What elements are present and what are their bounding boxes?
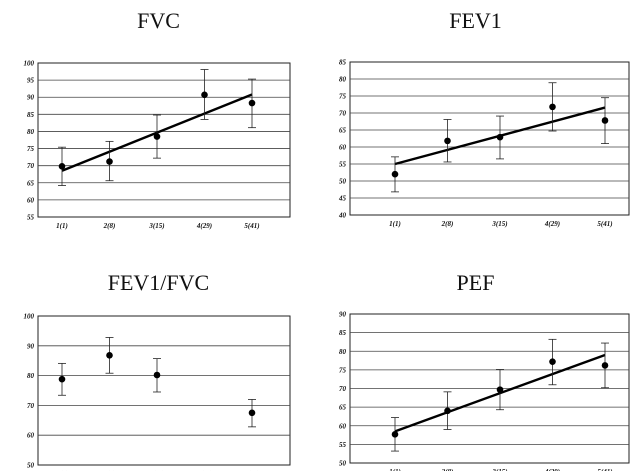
y-tick-label: 75 — [339, 93, 347, 101]
x-tick-label: 3(15) — [491, 468, 507, 471]
chart-fev1-fvc: 50607080901001(1)2(8)3(15)4(29)5(41) — [24, 313, 291, 471]
chart-panel-fev1-fvc: FEV1/FVC 50607080901001(1)2(8)3(15)4(29)… — [0, 236, 317, 471]
x-tick-label: 1(1) — [389, 220, 401, 228]
y-tick-label: 90 — [339, 311, 347, 319]
y-tick-label: 60 — [27, 432, 35, 440]
y-tick-label: 60 — [339, 144, 347, 152]
x-tick-label: 3(15) — [148, 222, 164, 230]
y-tick-label: 100 — [24, 313, 35, 321]
y-tick-label: 70 — [27, 162, 35, 170]
y-tick-label: 70 — [339, 385, 347, 393]
chart-fev1: 40 45 50 55 60 65 70 75 80 85 1(1) 2(8) 3(15) 4(29) 5(… — [338, 59, 630, 228]
data-point — [549, 358, 556, 365]
data-point — [201, 91, 208, 99]
x-tick-label: 4(29) — [196, 222, 212, 230]
y-tick-label: 95 — [27, 77, 35, 85]
y-tick-label: 75 — [339, 366, 347, 374]
y-tick-label: 60 — [27, 196, 35, 204]
chart-panel-pef: PEF 50 55 60 65 70 75 80 85 90 1(1) 2(8) 3(15) 4(29)… — [317, 236, 634, 471]
y-tick-label: 50 — [339, 178, 347, 186]
y-tick-label: 80 — [27, 128, 35, 136]
chart-title: FEV1/FVC — [107, 270, 210, 295]
data-point — [58, 375, 66, 383]
y-tick-label: 70 — [339, 110, 347, 118]
data-point — [248, 409, 256, 417]
plot-frame — [37, 315, 291, 466]
x-tick-label: 3(15) — [491, 220, 507, 228]
y-tick-label: 100 — [24, 60, 35, 68]
y-tick-label: 80 — [339, 348, 347, 356]
x-tick-label: 5(41) — [597, 468, 612, 471]
data-point — [153, 371, 161, 379]
y-tick-label: 50 — [27, 462, 35, 470]
x-tick-label: 2(8) — [441, 220, 454, 228]
y-tick-label: 70 — [27, 402, 35, 410]
y-tick-label: 90 — [27, 342, 35, 350]
y-tick-label: 85 — [339, 59, 347, 67]
data-point — [496, 133, 504, 141]
y-tick-label: 85 — [27, 111, 35, 119]
data-point — [248, 99, 256, 107]
plot-frame — [37, 62, 291, 218]
y-tick-label: 80 — [27, 372, 35, 380]
x-tick-label: 2(8) — [103, 222, 116, 230]
y-tick-label: 85 — [339, 329, 347, 337]
data-point — [601, 117, 609, 124]
chart-title: FEV1 — [449, 8, 502, 33]
y-tick-label: 65 — [339, 127, 347, 135]
chart-panel-fvc: FVC 55 60 65 70 75 80 85 90 95 100 1(1) 2(8) 3(15) 4(… — [0, 0, 317, 235]
y-tick-label: 60 — [339, 422, 347, 430]
chart-fvc: 55 60 65 70 75 80 85 90 95 100 1(1) 2(8) 3(15) 4(29) 5… — [24, 60, 291, 230]
data-point — [106, 352, 113, 359]
data-point — [391, 431, 399, 438]
data-point — [444, 137, 451, 145]
data-point — [549, 103, 556, 111]
chart-title: FVC — [137, 8, 180, 33]
x-tick-label: 1(1) — [389, 468, 401, 471]
y-tick-label: 75 — [27, 145, 35, 153]
data-point — [391, 170, 399, 178]
chart-title: PEF — [456, 270, 495, 295]
plot-frame — [349, 61, 630, 216]
x-tick-label: 4(29) — [544, 220, 560, 228]
y-tick-label: 65 — [27, 179, 35, 187]
x-tick-label: 2(8) — [441, 468, 454, 471]
data-point — [601, 362, 609, 369]
data-point — [58, 163, 66, 170]
data-point — [444, 407, 451, 415]
y-tick-label: 90 — [27, 94, 35, 102]
y-tick-label: 55 — [339, 441, 347, 449]
x-tick-label: 5(41) — [244, 222, 259, 230]
data-point — [153, 133, 161, 140]
data-point — [496, 386, 504, 393]
y-tick-label: 55 — [27, 214, 35, 222]
chart-pef: 50 55 60 65 70 75 80 85 90 1(1) 2(8) 3(15) 4(29) 5(41… — [339, 311, 630, 471]
y-tick-label: 65 — [339, 404, 347, 412]
y-tick-label: 45 — [338, 195, 347, 203]
x-tick-label: 4(29) — [544, 468, 560, 471]
x-tick-label: 5(41) — [597, 220, 612, 228]
x-tick-label: 1(1) — [56, 222, 68, 230]
chart-panel-fev1: FEV1 40 45 50 55 60 65 70 75 80 85 1(1) 2(8) 3(15) 4(… — [317, 0, 634, 235]
y-tick-label: 55 — [339, 161, 347, 169]
y-tick-label: 80 — [339, 76, 347, 84]
y-tick-label: 50 — [339, 460, 347, 468]
y-tick-label: 40 — [338, 212, 347, 220]
data-point — [106, 158, 113, 165]
